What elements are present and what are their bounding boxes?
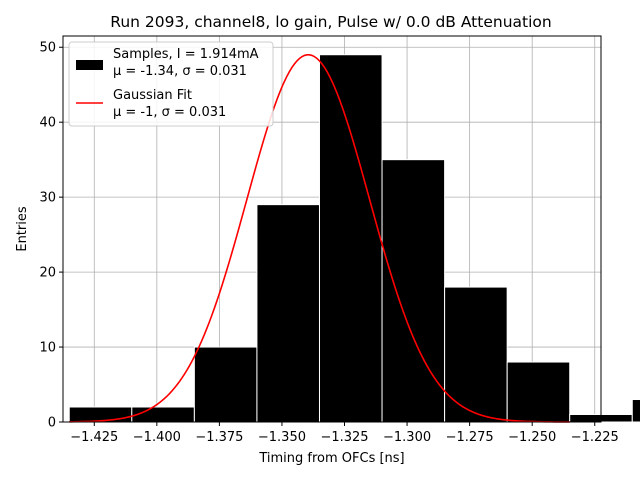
y-tick-label: 30 [39,191,56,206]
histogram-bar [631,399,640,423]
legend-histogram-swatch [76,60,103,70]
y-tick-label: 40 [39,116,56,131]
plot-frame [62,35,602,423]
histogram-bar [318,54,383,423]
x-tick-label: −1.225 [571,430,619,445]
x-axis-ticks: −1.425 −1.400 −1.375 −1.350 −1.325 −1.300 −1.2… [70,422,619,445]
x-tick-label: −1.250 [508,430,556,445]
histogram-bar [256,204,320,423]
legend: Samples, I = 1.914mA μ = -1.34, σ = 0.03… [68,41,274,127]
x-tick-label: −1.325 [320,430,368,445]
y-tick-label: 20 [39,266,56,281]
gaussian-fit-line [69,54,570,423]
x-tick-label: −1.375 [195,430,243,445]
y-tick-label: 10 [39,341,56,356]
legend-fit-stats: μ = -1, σ = 0.031 [113,105,226,120]
x-tick-label: −1.425 [70,430,118,445]
y-axis-label: Entries [15,206,30,252]
y-axis-ticks: 0 10 20 30 40 50 [39,41,63,431]
legend-fit-label: Gaussian Fit [113,88,192,103]
legend-samples-stats: μ = -1.34, σ = 0.031 [113,64,247,79]
x-tick-label: −1.350 [258,430,306,445]
histogram-bar [131,406,195,423]
chart-title: Run 2093, channel8, lo gain, Pulse w/ 0.… [110,13,551,31]
y-tick-label: 50 [39,41,56,56]
histogram-bars [68,54,640,423]
x-tick-label: −1.300 [383,430,431,445]
x-tick-label: −1.275 [446,430,494,445]
legend-samples-label: Samples, I = 1.914mA [113,47,259,62]
histogram-bar [193,346,258,423]
x-axis-label: Timing from OFCs [ns] [258,451,404,466]
y-tick-label: 0 [48,416,56,431]
histogram-bar [381,159,446,423]
histogram-bar [506,361,571,423]
histogram-bar [68,406,133,423]
histogram-bar [444,286,508,423]
legend-box [68,41,274,127]
x-tick-label: −1.400 [133,430,181,445]
